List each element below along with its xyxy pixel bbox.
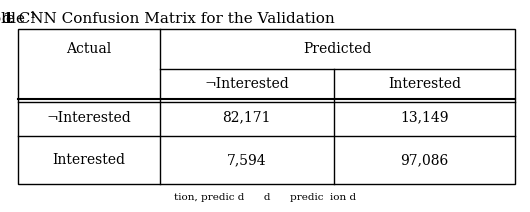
Text: tion, predic d      d      predic  ion d: tion, predic d d predic ion d	[174, 194, 356, 202]
Text: ¬Interested: ¬Interested	[204, 77, 289, 91]
Text: 13,149: 13,149	[400, 110, 448, 124]
Text: 82,171: 82,171	[223, 110, 271, 124]
Text: 97,086: 97,086	[400, 153, 448, 167]
Text: Interested: Interested	[52, 153, 125, 167]
Text: ole ¹: ole ¹	[2, 12, 36, 26]
Text: ole: ole	[0, 12, 20, 26]
Text: ¬Interested: ¬Interested	[47, 110, 131, 124]
Text: Predicted: Predicted	[303, 42, 372, 56]
Text: Interested: Interested	[388, 77, 461, 91]
Text: 7,594: 7,594	[227, 153, 267, 167]
Text: . CNN Confusion Matrix for the Validation: . CNN Confusion Matrix for the Validatio…	[9, 12, 335, 26]
Text: 1: 1	[2, 12, 13, 26]
Text: Actual: Actual	[66, 42, 111, 56]
Bar	[18, 29, 515, 184]
